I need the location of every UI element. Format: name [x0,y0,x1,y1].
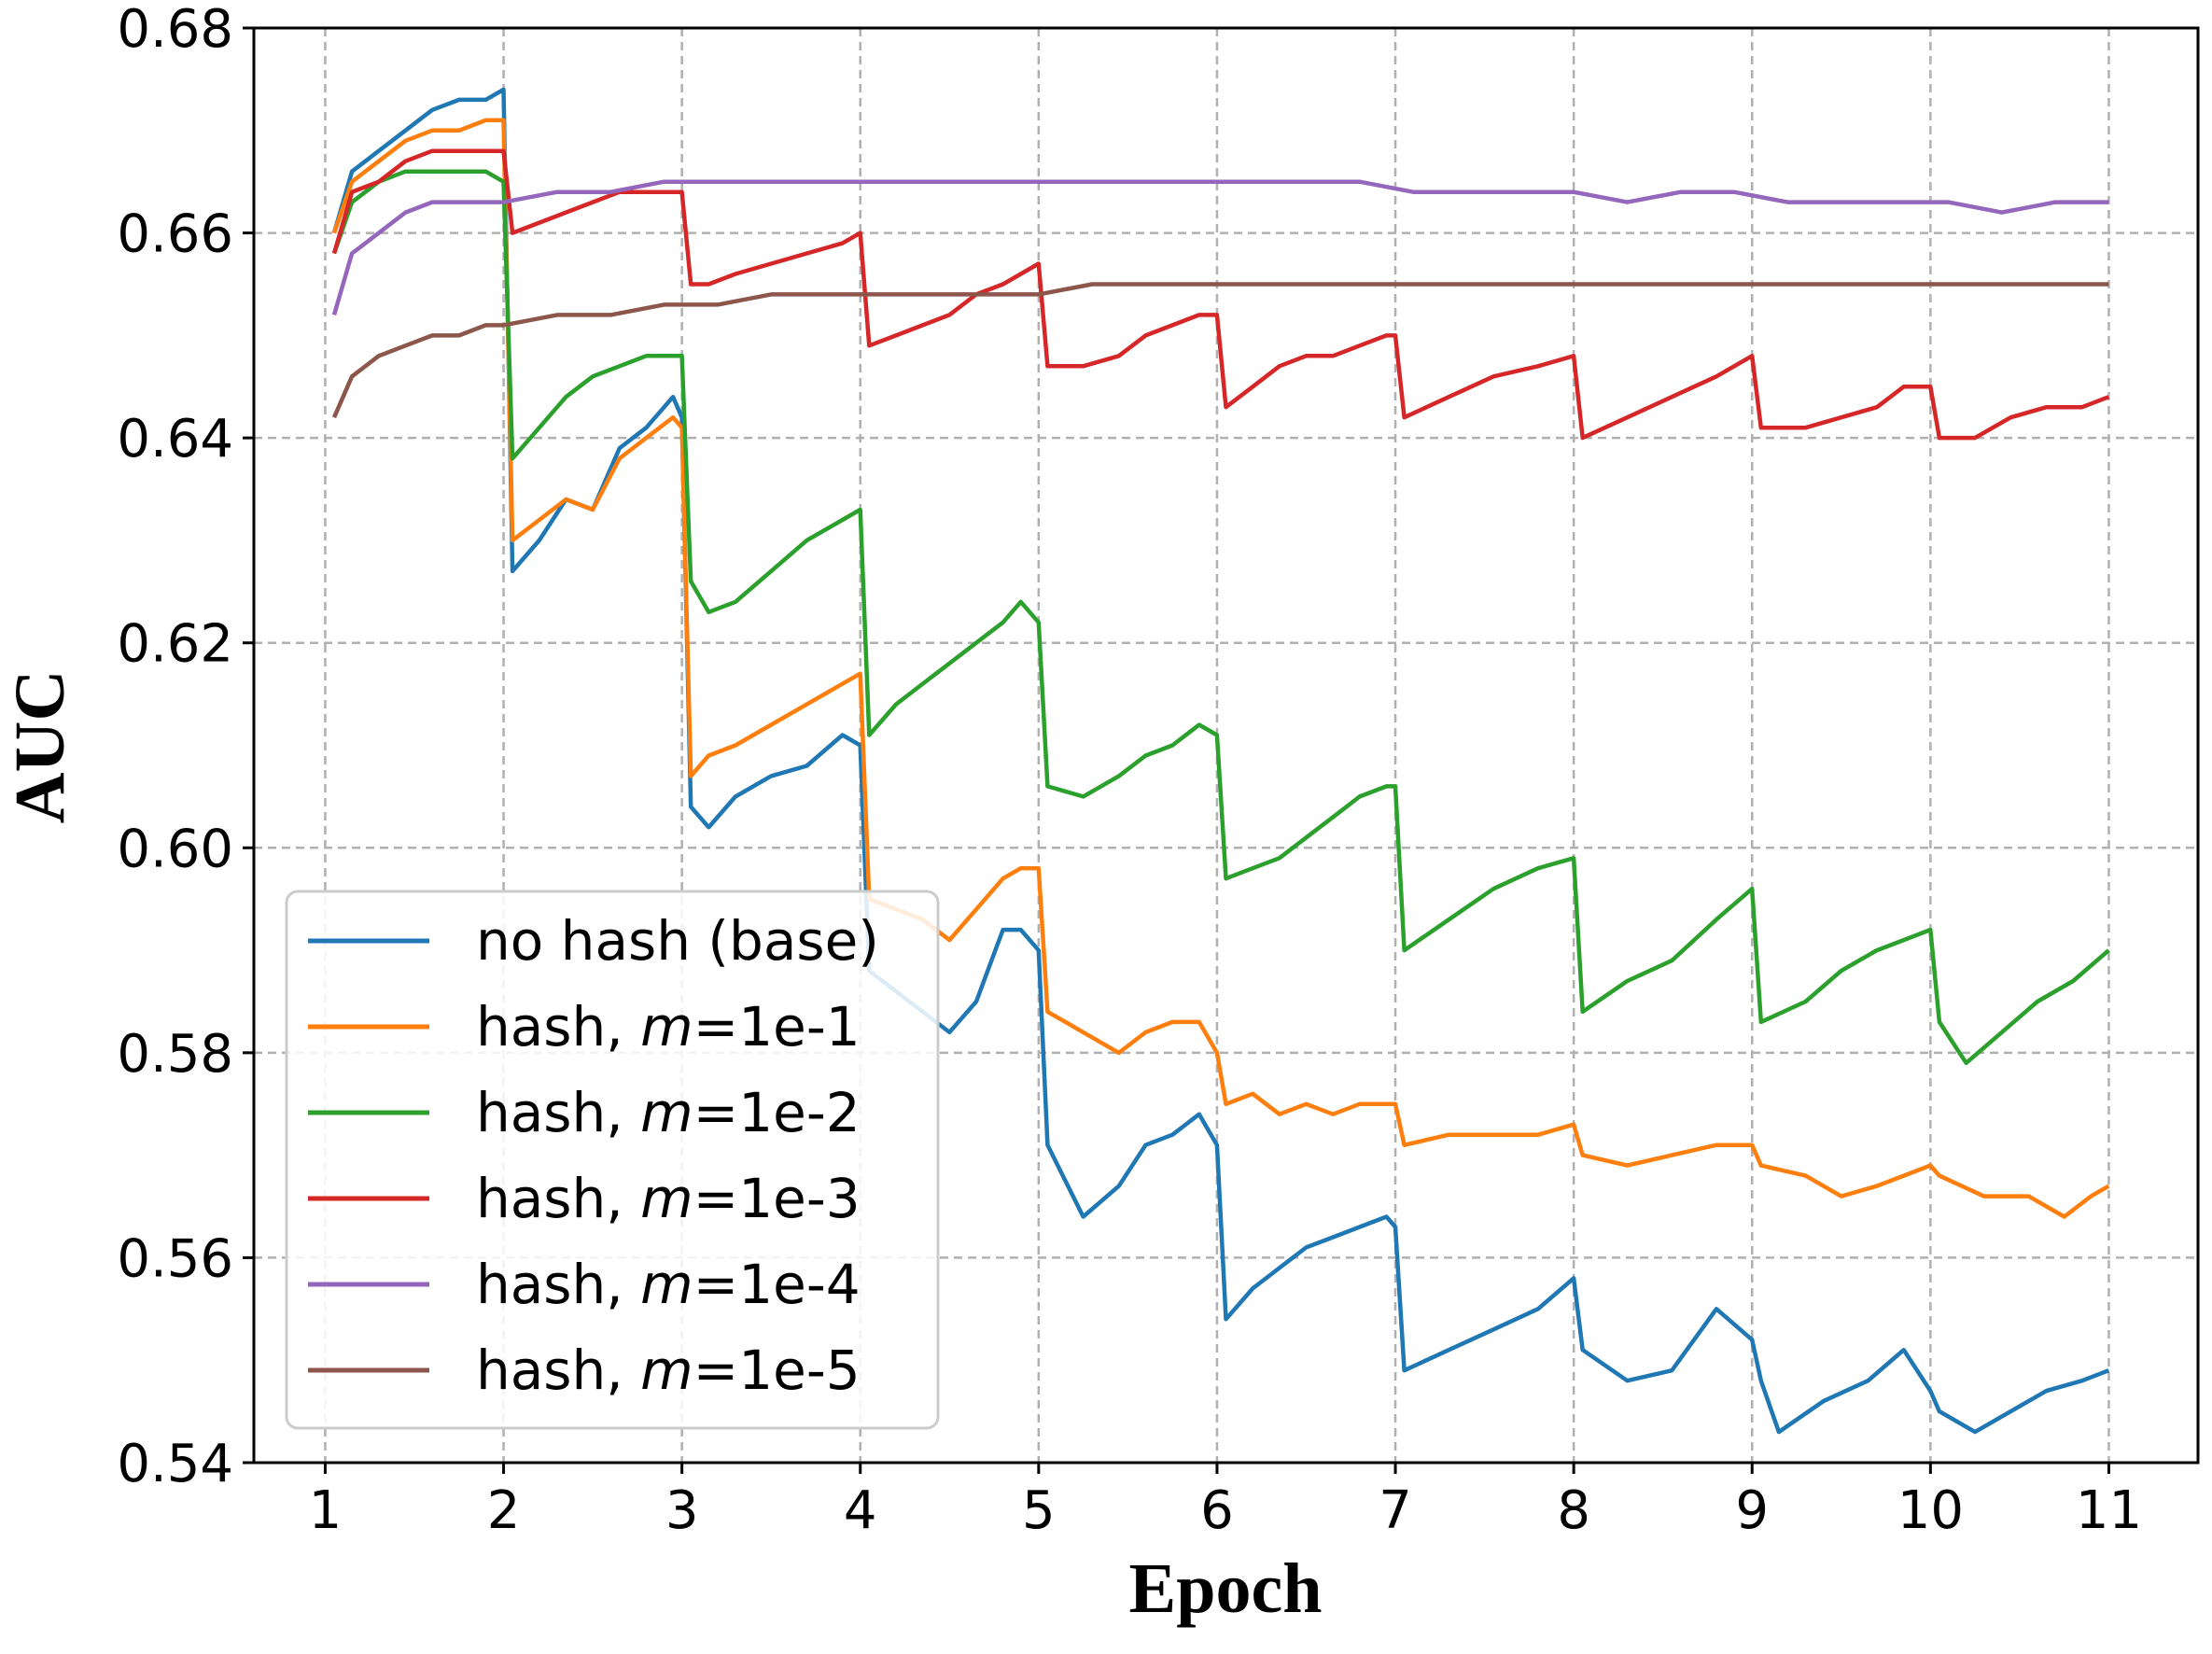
x-tick-label: 10 [1897,1480,1964,1541]
y-axis-title: AUC [1,670,79,824]
x-tick-label: 2 [487,1480,521,1541]
series-line-4 [331,179,2109,316]
series-line-1 [331,118,2110,1219]
legend-label-3: hash, m=1e-3 [476,1167,861,1230]
x-tick-label: 3 [665,1480,699,1541]
x-tick-label: 4 [844,1480,877,1541]
y-tick-label: 0.66 [117,204,233,265]
axis-ticks: 1 2 3 4 5 6 7 8 9 10 11 0.54 0.56 0.58 0.60 0.62 0.64 0.6… [117,0,2142,1541]
x-tick-label: 5 [1022,1480,1056,1541]
y-tick-label: 0.62 [117,614,233,675]
x-tick-label: 9 [1735,1480,1769,1541]
x-tick-label: 11 [2076,1480,2142,1541]
y-tick-label: 0.54 [117,1434,233,1494]
y-tick-label: 0.56 [117,1228,233,1289]
series-line-3 [331,148,2110,441]
legend-label-2: hash, m=1e-2 [476,1081,861,1144]
legend: no hash (base) hash, m=1e-1 hash, m=1e-2 ha… [285,890,940,1430]
series-line-2 [331,169,2110,1066]
series-lines [331,87,2110,1435]
legend-label-1: hash, m=1e-1 [476,995,861,1058]
series-line-5 [331,282,2109,419]
y-tick-label: 0.64 [117,409,233,470]
x-axis-title: Epoch [1129,1549,1323,1628]
x-tick-label: 7 [1379,1480,1412,1541]
legend-box [285,890,940,1430]
x-tick-label: 8 [1557,1480,1590,1541]
x-tick-label: 1 [309,1480,343,1541]
legend-label-0: no hash (base) [476,909,879,973]
y-tick-label: 0.58 [117,1024,233,1085]
x-tick-label: 6 [1200,1480,1234,1541]
legend-label-5: hash, m=1e-5 [476,1339,861,1402]
legend-label-4: hash, m=1e-4 [476,1253,861,1316]
y-tick-label: 0.60 [117,819,233,879]
plot-frame [252,26,2200,1465]
y-tick-label: 0.68 [117,0,233,60]
